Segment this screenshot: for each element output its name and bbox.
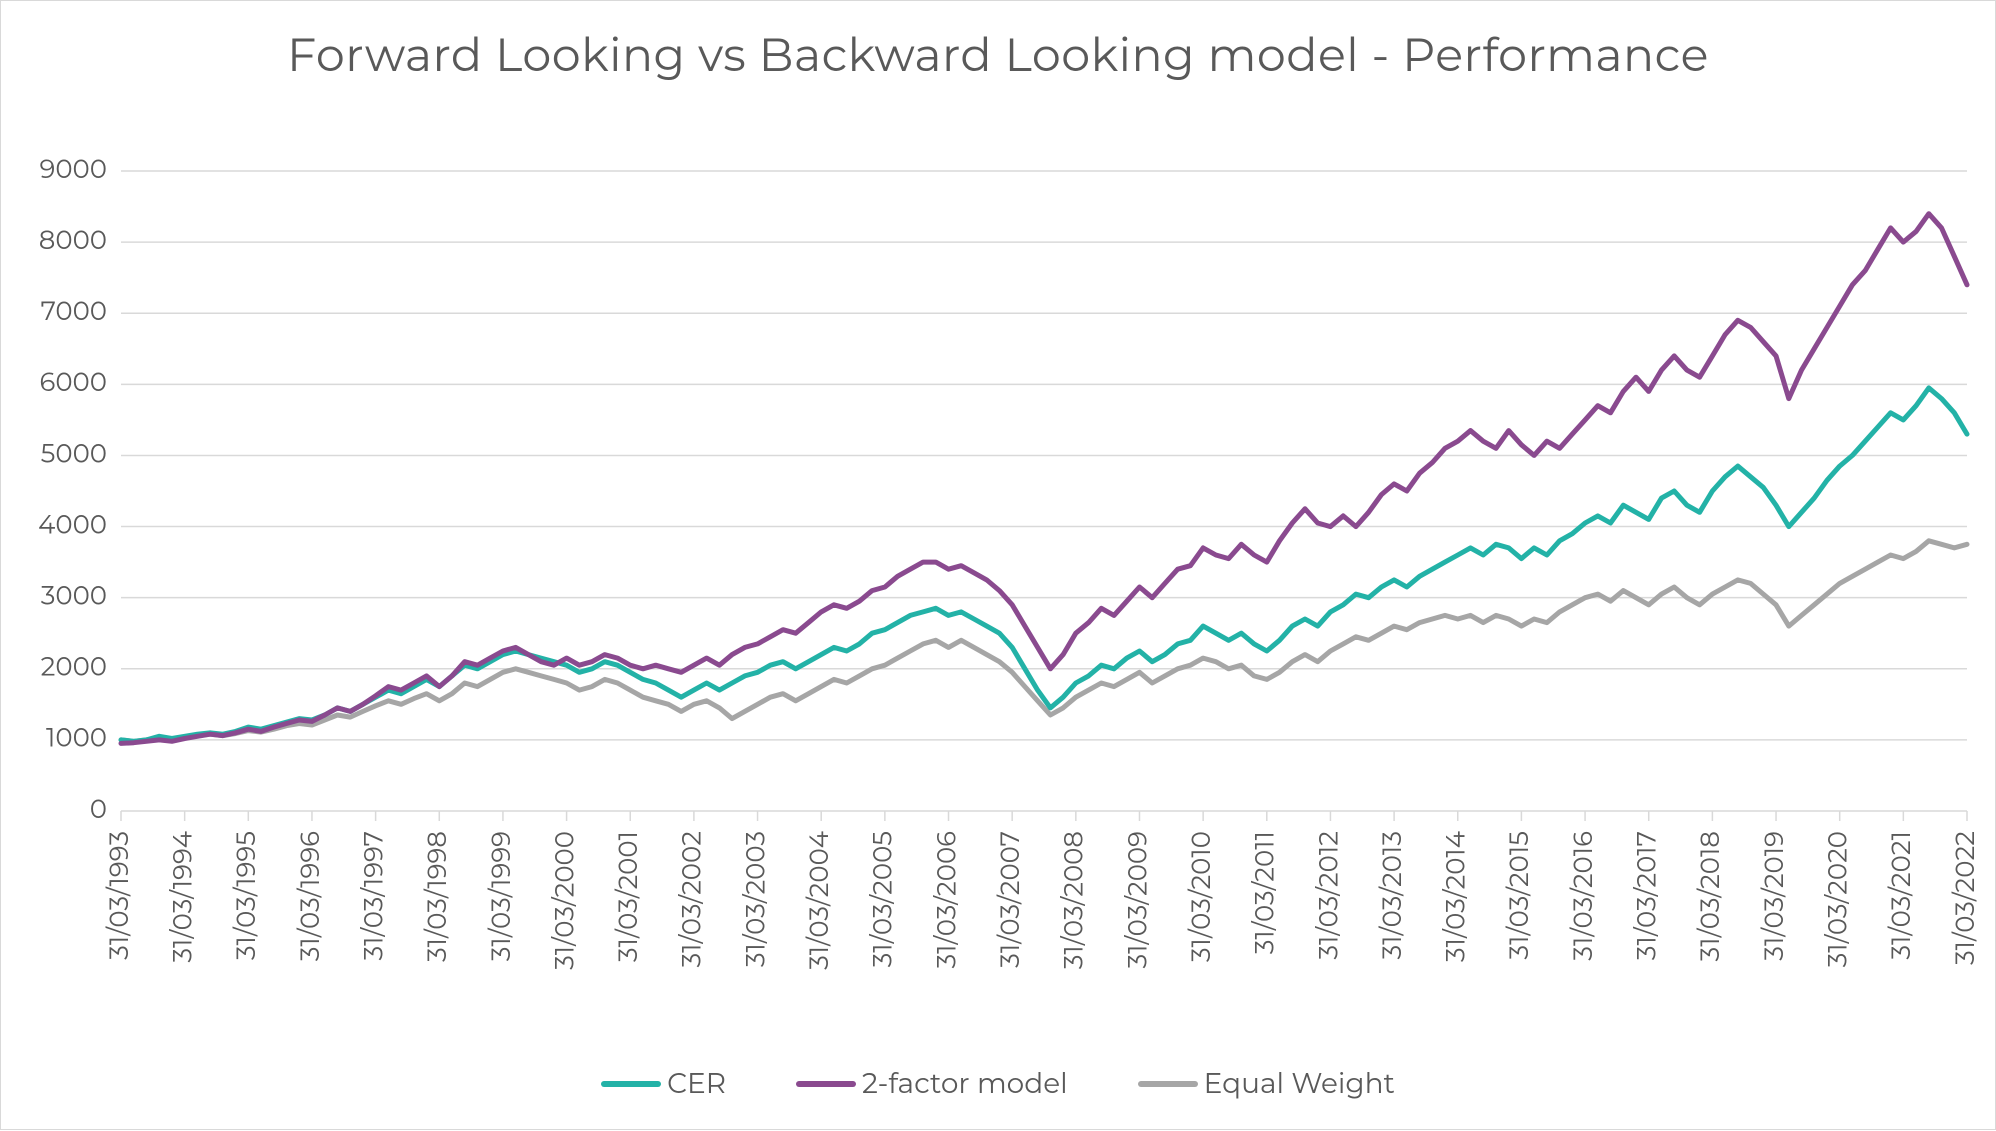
svg-text:31/03/2003: 31/03/2003 (739, 831, 771, 967)
legend-item-equalweight: Equal Weight (1138, 1067, 1395, 1101)
svg-text:31/03/2007: 31/03/2007 (994, 831, 1026, 968)
svg-text:4000: 4000 (38, 508, 107, 540)
svg-text:9000: 9000 (40, 153, 107, 185)
svg-text:31/03/2017: 31/03/2017 (1631, 831, 1663, 960)
svg-text:31/03/2002: 31/03/2002 (676, 831, 708, 967)
svg-text:31/03/2014: 31/03/2014 (1440, 831, 1472, 962)
svg-text:31/03/1994: 31/03/1994 (166, 831, 198, 963)
svg-text:6000: 6000 (40, 366, 107, 398)
legend-swatch (796, 1081, 856, 1087)
svg-text:31/03/1998: 31/03/1998 (421, 831, 453, 962)
svg-text:0: 0 (90, 793, 107, 825)
legend-label: Equal Weight (1204, 1067, 1395, 1101)
legend-item-2factor: 2-factor model (796, 1067, 1068, 1101)
svg-text:31/03/1995: 31/03/1995 (230, 831, 262, 960)
svg-text:31/03/2019: 31/03/2019 (1758, 831, 1790, 961)
svg-text:1000: 1000 (46, 722, 107, 754)
svg-text:5000: 5000 (41, 437, 107, 469)
chart-container: Forward Looking vs Backward Looking mode… (0, 0, 1996, 1130)
svg-text:7000: 7000 (41, 295, 107, 327)
line-chart: 0 1000 2000 3000 4000 5000 6000 7000 8000 9000 31/… (1, 1, 1996, 1131)
svg-text:31/03/2016: 31/03/2016 (1567, 831, 1599, 961)
svg-text:31/03/2020: 31/03/2020 (1822, 831, 1854, 967)
legend-label: CER (667, 1067, 726, 1101)
svg-text:31/03/2010: 31/03/2010 (1185, 831, 1217, 962)
svg-text:31/03/1999: 31/03/1999 (485, 831, 517, 961)
legend-swatch (1138, 1081, 1198, 1087)
svg-text:8000: 8000 (39, 224, 107, 256)
chart-legend: CER 2-factor model Equal Weight (1, 1067, 1995, 1101)
svg-text:31/03/2001: 31/03/2001 (612, 831, 644, 962)
svg-text:31/03/2000: 31/03/2000 (548, 831, 580, 970)
svg-text:31/03/2015: 31/03/2015 (1503, 831, 1535, 960)
svg-text:31/03/2009: 31/03/2009 (1121, 831, 1153, 969)
svg-text:31/03/2004: 31/03/2004 (803, 831, 835, 970)
svg-text:31/03/2011: 31/03/2011 (1249, 831, 1281, 954)
svg-text:31/03/2008: 31/03/2008 (1058, 831, 1090, 969)
svg-text:31/03/2018: 31/03/2018 (1694, 831, 1726, 961)
svg-text:31/03/2005: 31/03/2005 (867, 831, 899, 967)
legend-label: 2-factor model (862, 1067, 1068, 1101)
legend-swatch (601, 1081, 661, 1087)
svg-text:31/03/1993: 31/03/1993 (103, 831, 135, 960)
svg-text:31/03/2012: 31/03/2012 (1312, 831, 1344, 960)
svg-text:31/03/2021: 31/03/2021 (1885, 831, 1917, 960)
svg-text:31/03/1997: 31/03/1997 (357, 831, 389, 961)
svg-text:2000: 2000 (41, 651, 107, 683)
svg-text:31/03/2006: 31/03/2006 (930, 831, 962, 969)
svg-text:31/03/2022: 31/03/2022 (1949, 831, 1981, 965)
svg-text:31/03/1996: 31/03/1996 (294, 831, 326, 961)
svg-text:3000: 3000 (41, 579, 107, 611)
legend-item-cer: CER (601, 1067, 726, 1101)
svg-text:31/03/2013: 31/03/2013 (1376, 831, 1408, 960)
